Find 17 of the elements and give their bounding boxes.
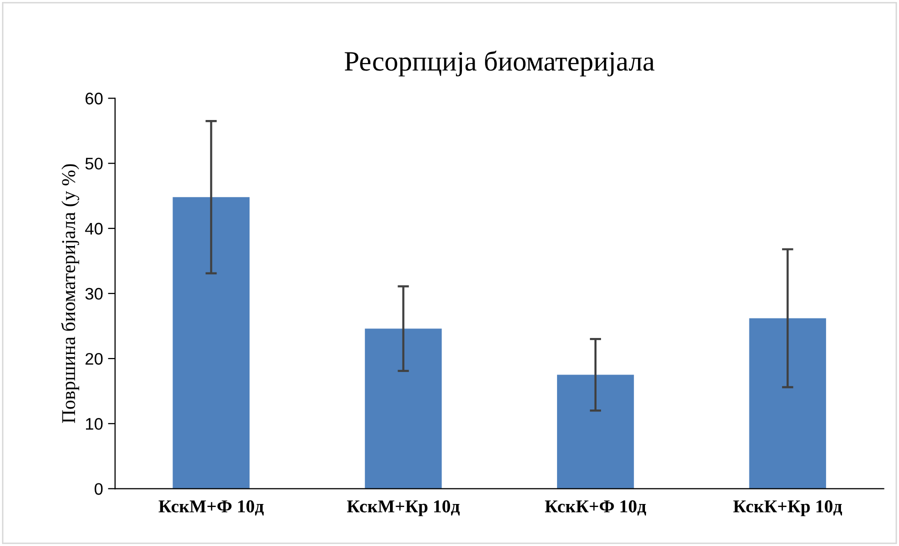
y-tick-label: 0	[94, 483, 103, 495]
y-tick-label: 60	[86, 92, 103, 104]
y-tick-label: 40	[85, 222, 103, 235]
y-tick-label: 30	[85, 288, 103, 300]
y-axis-title: Површина биоматеријала (у %)	[61, 164, 80, 424]
chart-title: Ресорпција биоматеријала	[344, 50, 654, 76]
x-tick-label: КскК+Кр 10д	[733, 500, 842, 516]
y-tick-label: 10	[86, 418, 103, 430]
x-tick-label: КскМ+Кр 10д	[347, 500, 460, 516]
bar	[172, 197, 250, 489]
x-tick-label: КскК+Ф 10д	[544, 500, 646, 516]
bar	[364, 328, 442, 489]
y-tick-label: 50	[85, 158, 103, 170]
bar	[749, 318, 826, 489]
bar	[557, 374, 634, 489]
x-tick-label: КскМ+Ф 10д	[158, 500, 264, 516]
y-tick-label: 20	[86, 352, 103, 365]
